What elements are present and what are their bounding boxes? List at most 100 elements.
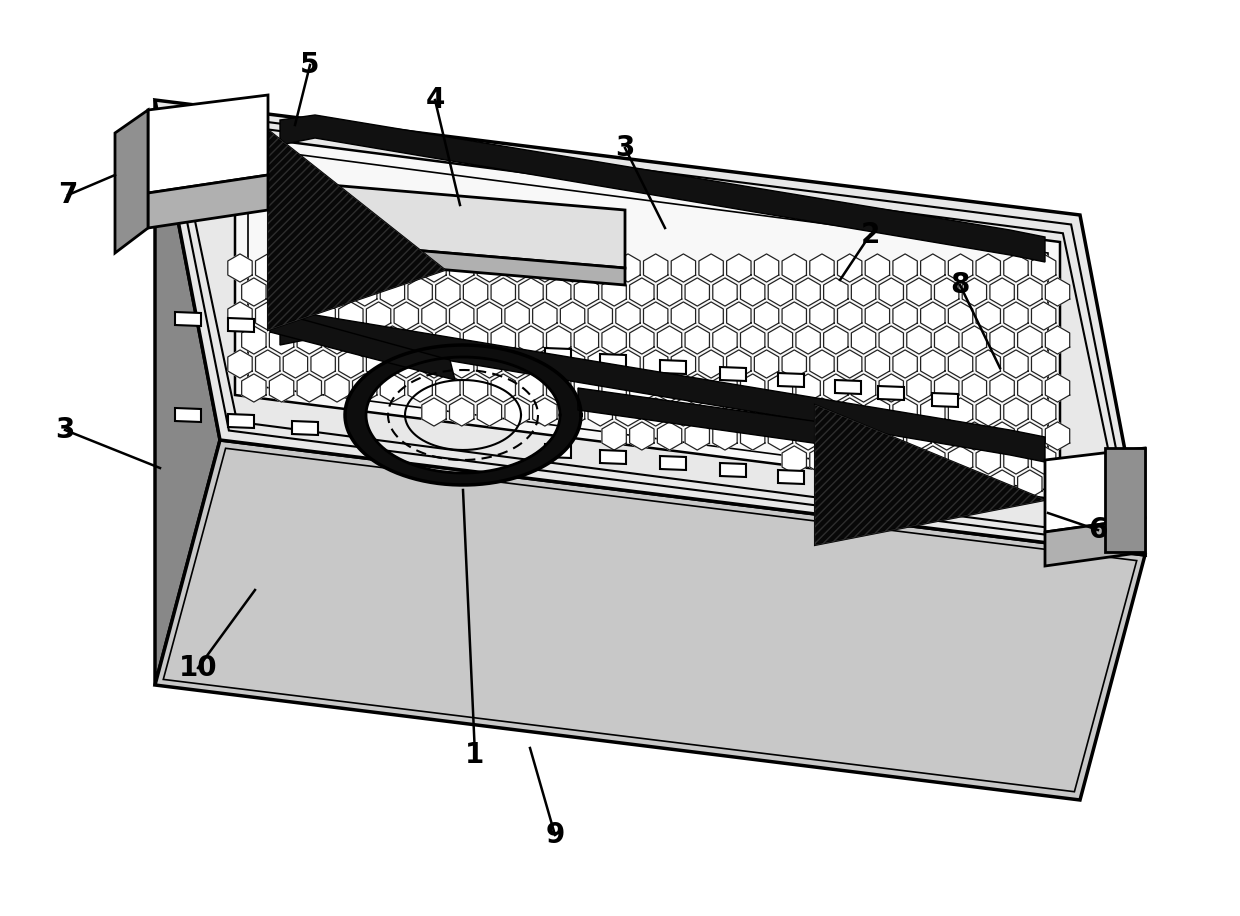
Polygon shape	[644, 302, 668, 330]
Polygon shape	[298, 374, 321, 402]
Polygon shape	[1045, 448, 1145, 532]
Polygon shape	[777, 470, 804, 484]
Polygon shape	[684, 278, 709, 306]
Polygon shape	[352, 374, 377, 402]
Polygon shape	[630, 326, 653, 354]
Polygon shape	[920, 254, 945, 282]
Polygon shape	[823, 422, 848, 450]
Polygon shape	[976, 446, 1001, 474]
Polygon shape	[1018, 326, 1042, 354]
Polygon shape	[660, 360, 686, 374]
Polygon shape	[740, 422, 765, 450]
Polygon shape	[823, 278, 848, 306]
Polygon shape	[547, 374, 570, 402]
Polygon shape	[408, 326, 433, 354]
Polygon shape	[588, 254, 613, 282]
Polygon shape	[477, 302, 502, 330]
Polygon shape	[962, 374, 987, 402]
Polygon shape	[560, 350, 585, 378]
Polygon shape	[560, 398, 585, 426]
Polygon shape	[684, 326, 709, 354]
Polygon shape	[547, 278, 570, 306]
Polygon shape	[878, 386, 904, 400]
Polygon shape	[435, 374, 460, 402]
Polygon shape	[491, 326, 516, 354]
Polygon shape	[330, 185, 625, 268]
Polygon shape	[684, 374, 709, 402]
Polygon shape	[657, 326, 682, 354]
Polygon shape	[810, 254, 835, 282]
Polygon shape	[920, 446, 945, 474]
Polygon shape	[906, 278, 931, 306]
Polygon shape	[1032, 398, 1056, 426]
Polygon shape	[935, 278, 959, 306]
Polygon shape	[727, 254, 751, 282]
Polygon shape	[533, 350, 557, 378]
Polygon shape	[408, 278, 433, 306]
Polygon shape	[949, 398, 972, 426]
Polygon shape	[810, 398, 835, 426]
Polygon shape	[600, 354, 626, 368]
Polygon shape	[533, 254, 557, 282]
Polygon shape	[990, 278, 1014, 306]
Text: 3: 3	[56, 416, 74, 444]
Polygon shape	[236, 135, 1060, 500]
Polygon shape	[684, 422, 709, 450]
Polygon shape	[352, 326, 377, 354]
Polygon shape	[713, 422, 737, 450]
Polygon shape	[782, 254, 806, 282]
Polygon shape	[345, 345, 582, 485]
Polygon shape	[835, 475, 861, 489]
Polygon shape	[600, 450, 626, 464]
Polygon shape	[435, 326, 460, 354]
Polygon shape	[671, 350, 696, 378]
Polygon shape	[311, 302, 335, 330]
Polygon shape	[588, 350, 613, 378]
Polygon shape	[242, 326, 267, 354]
Polygon shape	[325, 278, 350, 306]
Polygon shape	[546, 444, 570, 458]
Polygon shape	[866, 350, 889, 378]
Polygon shape	[601, 422, 626, 450]
Polygon shape	[949, 350, 972, 378]
Polygon shape	[491, 278, 516, 306]
Polygon shape	[325, 374, 350, 402]
Polygon shape	[616, 302, 640, 330]
Polygon shape	[574, 278, 599, 306]
Polygon shape	[782, 302, 806, 330]
Polygon shape	[1003, 446, 1028, 474]
Polygon shape	[932, 393, 959, 407]
Polygon shape	[852, 326, 875, 354]
Polygon shape	[769, 374, 792, 402]
Polygon shape	[1018, 422, 1042, 450]
Polygon shape	[1045, 278, 1070, 306]
Polygon shape	[505, 350, 529, 378]
Polygon shape	[810, 302, 835, 330]
Polygon shape	[727, 302, 751, 330]
Polygon shape	[422, 254, 446, 282]
Polygon shape	[932, 488, 959, 502]
Text: 3: 3	[615, 134, 635, 162]
Polygon shape	[578, 388, 820, 444]
Polygon shape	[657, 422, 682, 450]
Polygon shape	[962, 326, 987, 354]
Polygon shape	[837, 350, 862, 378]
Polygon shape	[837, 446, 862, 474]
Polygon shape	[616, 254, 640, 282]
Polygon shape	[815, 405, 1045, 545]
Polygon shape	[990, 326, 1014, 354]
Polygon shape	[837, 302, 862, 330]
Polygon shape	[339, 302, 363, 330]
Polygon shape	[255, 254, 280, 282]
Polygon shape	[283, 302, 308, 330]
Polygon shape	[699, 398, 723, 426]
Polygon shape	[330, 243, 625, 285]
Polygon shape	[671, 254, 696, 282]
Polygon shape	[879, 326, 904, 354]
Polygon shape	[491, 374, 516, 402]
Polygon shape	[588, 302, 613, 330]
Polygon shape	[255, 302, 280, 330]
Polygon shape	[893, 398, 918, 426]
Polygon shape	[1018, 278, 1042, 306]
Polygon shape	[422, 350, 446, 378]
